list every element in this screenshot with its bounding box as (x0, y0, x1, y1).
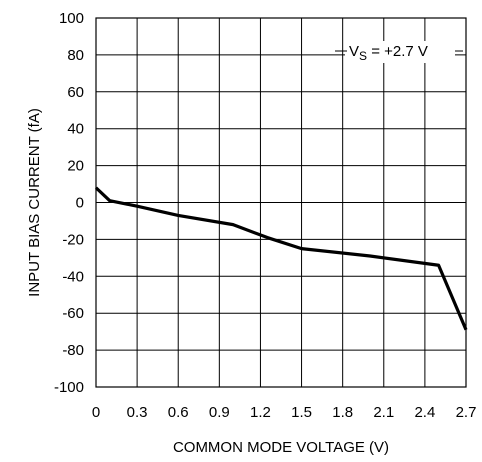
x-tick-label: 1.5 (291, 404, 312, 421)
x-tick-label: 0.6 (168, 404, 189, 421)
bias-current-line (94, 186, 468, 331)
supply-voltage-annotation: VS = +2.7 V (349, 43, 428, 63)
x-tick-labels: 0 0.3 0.6 0.9 1.2 1.5 1.8 2.1 2.4 2.7 (92, 404, 477, 421)
y-tick-labels: 100 80 60 40 20 0 -20 -40 -60 -80 -100 (54, 10, 84, 396)
grid (95, 17, 467, 388)
y-tick-label: -40 (62, 268, 84, 285)
x-tick-label: 2.4 (414, 404, 435, 421)
y-tick-label: -100 (54, 379, 84, 396)
x-tick-label: 2.7 (456, 404, 477, 421)
annotation-layer: VS = +2.7 V (335, 41, 463, 63)
x-tick-label: 2.1 (373, 404, 394, 421)
x-axis-title: COMMON MODE VOLTAGE (V) (173, 439, 389, 456)
x-tick-label: 0.9 (209, 404, 230, 421)
annotation-background (345, 41, 455, 63)
y-axis-title: INPUT BIAS CURRENT (fA) (26, 108, 43, 297)
y-tick-label: 40 (67, 121, 84, 138)
y-tick-label: 20 (67, 158, 84, 175)
plot-frame (95, 17, 467, 388)
series-layer (94, 186, 468, 331)
y-tick-label: 100 (59, 10, 84, 27)
x-tick-label: 1.2 (250, 404, 271, 421)
x-tick-label: 0.3 (127, 404, 148, 421)
y-tick-label: -60 (62, 305, 84, 322)
y-tick-label: -20 (62, 231, 84, 248)
y-tick-label: 60 (67, 84, 84, 101)
y-tick-label: 80 (67, 47, 84, 64)
x-tick-label: 0 (92, 404, 100, 421)
y-tick-label: 0 (76, 195, 84, 212)
y-tick-label: -80 (62, 342, 84, 359)
x-tick-label: 1.8 (332, 404, 353, 421)
